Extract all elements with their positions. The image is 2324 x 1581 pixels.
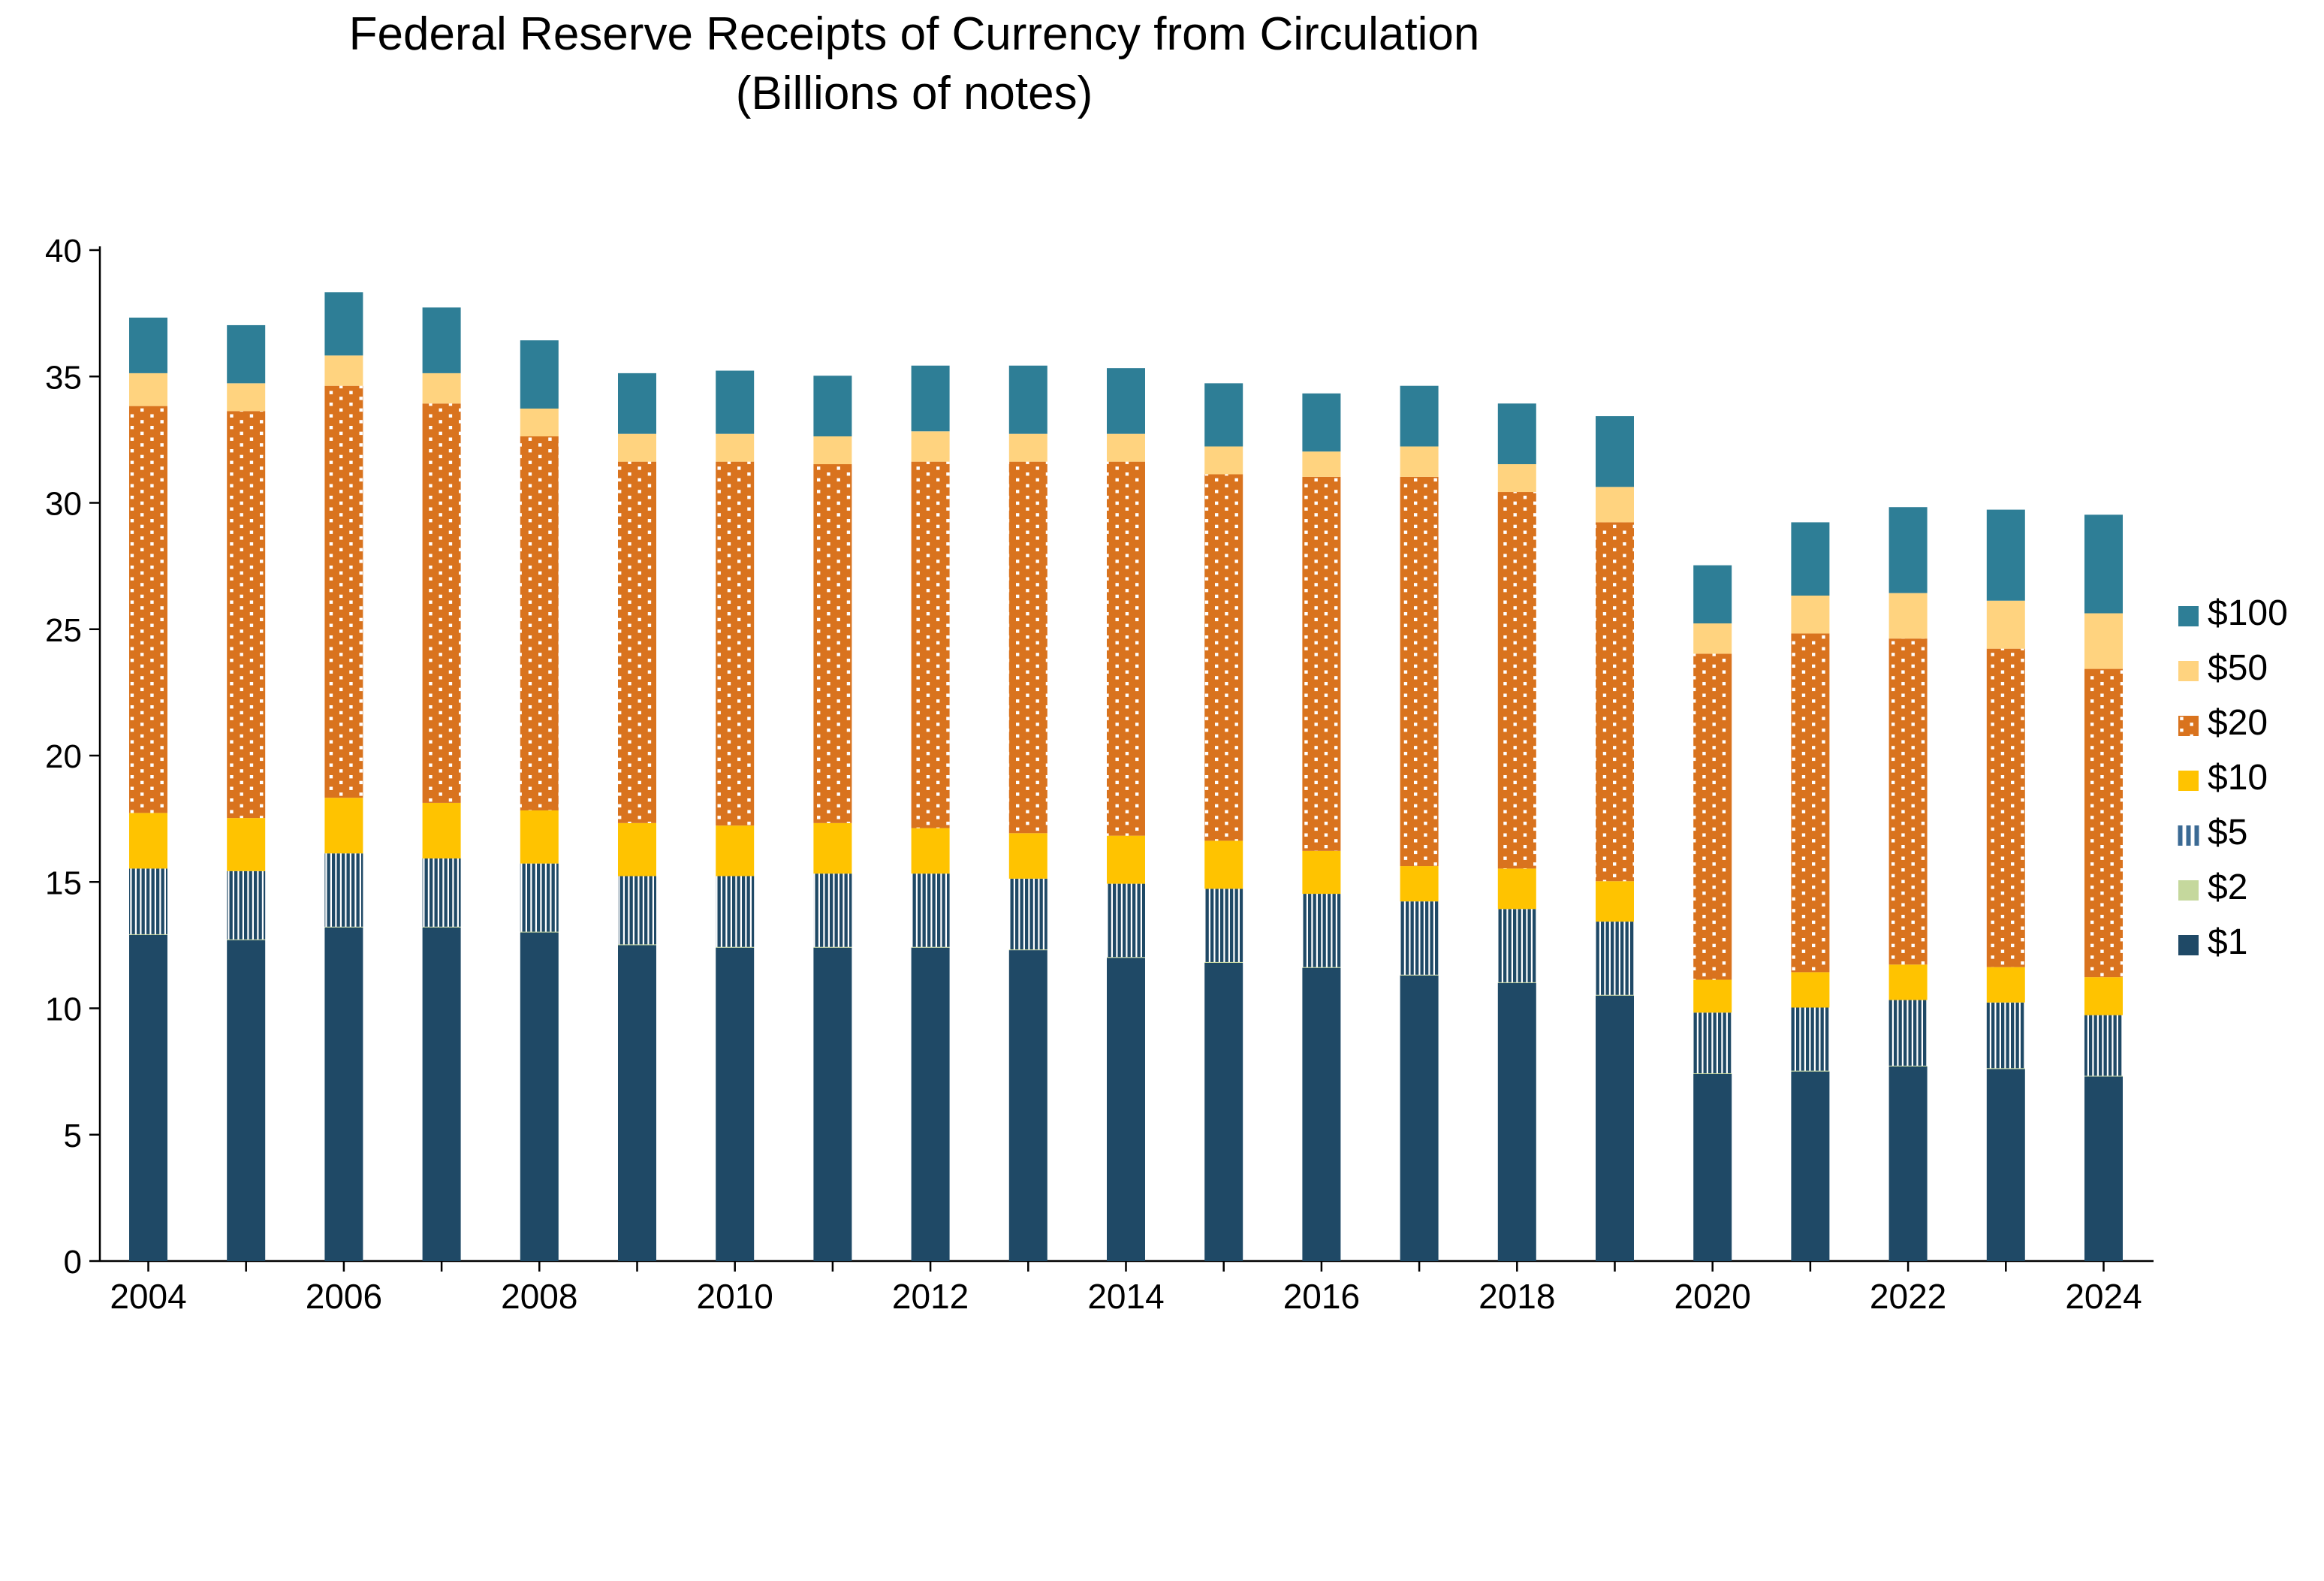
svg-text:$100: $100 — [2208, 593, 2288, 633]
svg-text:2014: 2014 — [1087, 1277, 1164, 1316]
svg-text:2012: 2012 — [892, 1277, 969, 1316]
svg-text:2016: 2016 — [1283, 1277, 1360, 1316]
svg-text:$10: $10 — [2208, 758, 2268, 798]
svg-text:2008: 2008 — [501, 1277, 577, 1316]
svg-text:2004: 2004 — [110, 1277, 186, 1316]
svg-text:15: 15 — [45, 864, 82, 901]
svg-text:2006: 2006 — [306, 1277, 382, 1316]
svg-text:2020: 2020 — [1674, 1277, 1751, 1316]
svg-text:35: 35 — [45, 359, 82, 396]
svg-text:$50: $50 — [2208, 648, 2268, 688]
svg-text:$2: $2 — [2208, 867, 2247, 907]
svg-text:20: 20 — [45, 738, 82, 775]
svg-text:40: 40 — [45, 233, 82, 270]
svg-text:2022: 2022 — [1870, 1277, 1946, 1316]
svg-text:2024: 2024 — [2065, 1277, 2142, 1316]
svg-text:10: 10 — [45, 991, 82, 1028]
svg-text:30: 30 — [45, 486, 82, 523]
svg-text:$20: $20 — [2208, 703, 2268, 743]
svg-text:0: 0 — [64, 1244, 82, 1281]
svg-text:2018: 2018 — [1478, 1277, 1555, 1316]
svg-text:2010: 2010 — [697, 1277, 773, 1316]
svg-text:25: 25 — [45, 612, 82, 649]
svg-text:5: 5 — [64, 1118, 82, 1154]
svg-text:$1: $1 — [2208, 922, 2247, 962]
svg-text:$5: $5 — [2208, 813, 2247, 852]
